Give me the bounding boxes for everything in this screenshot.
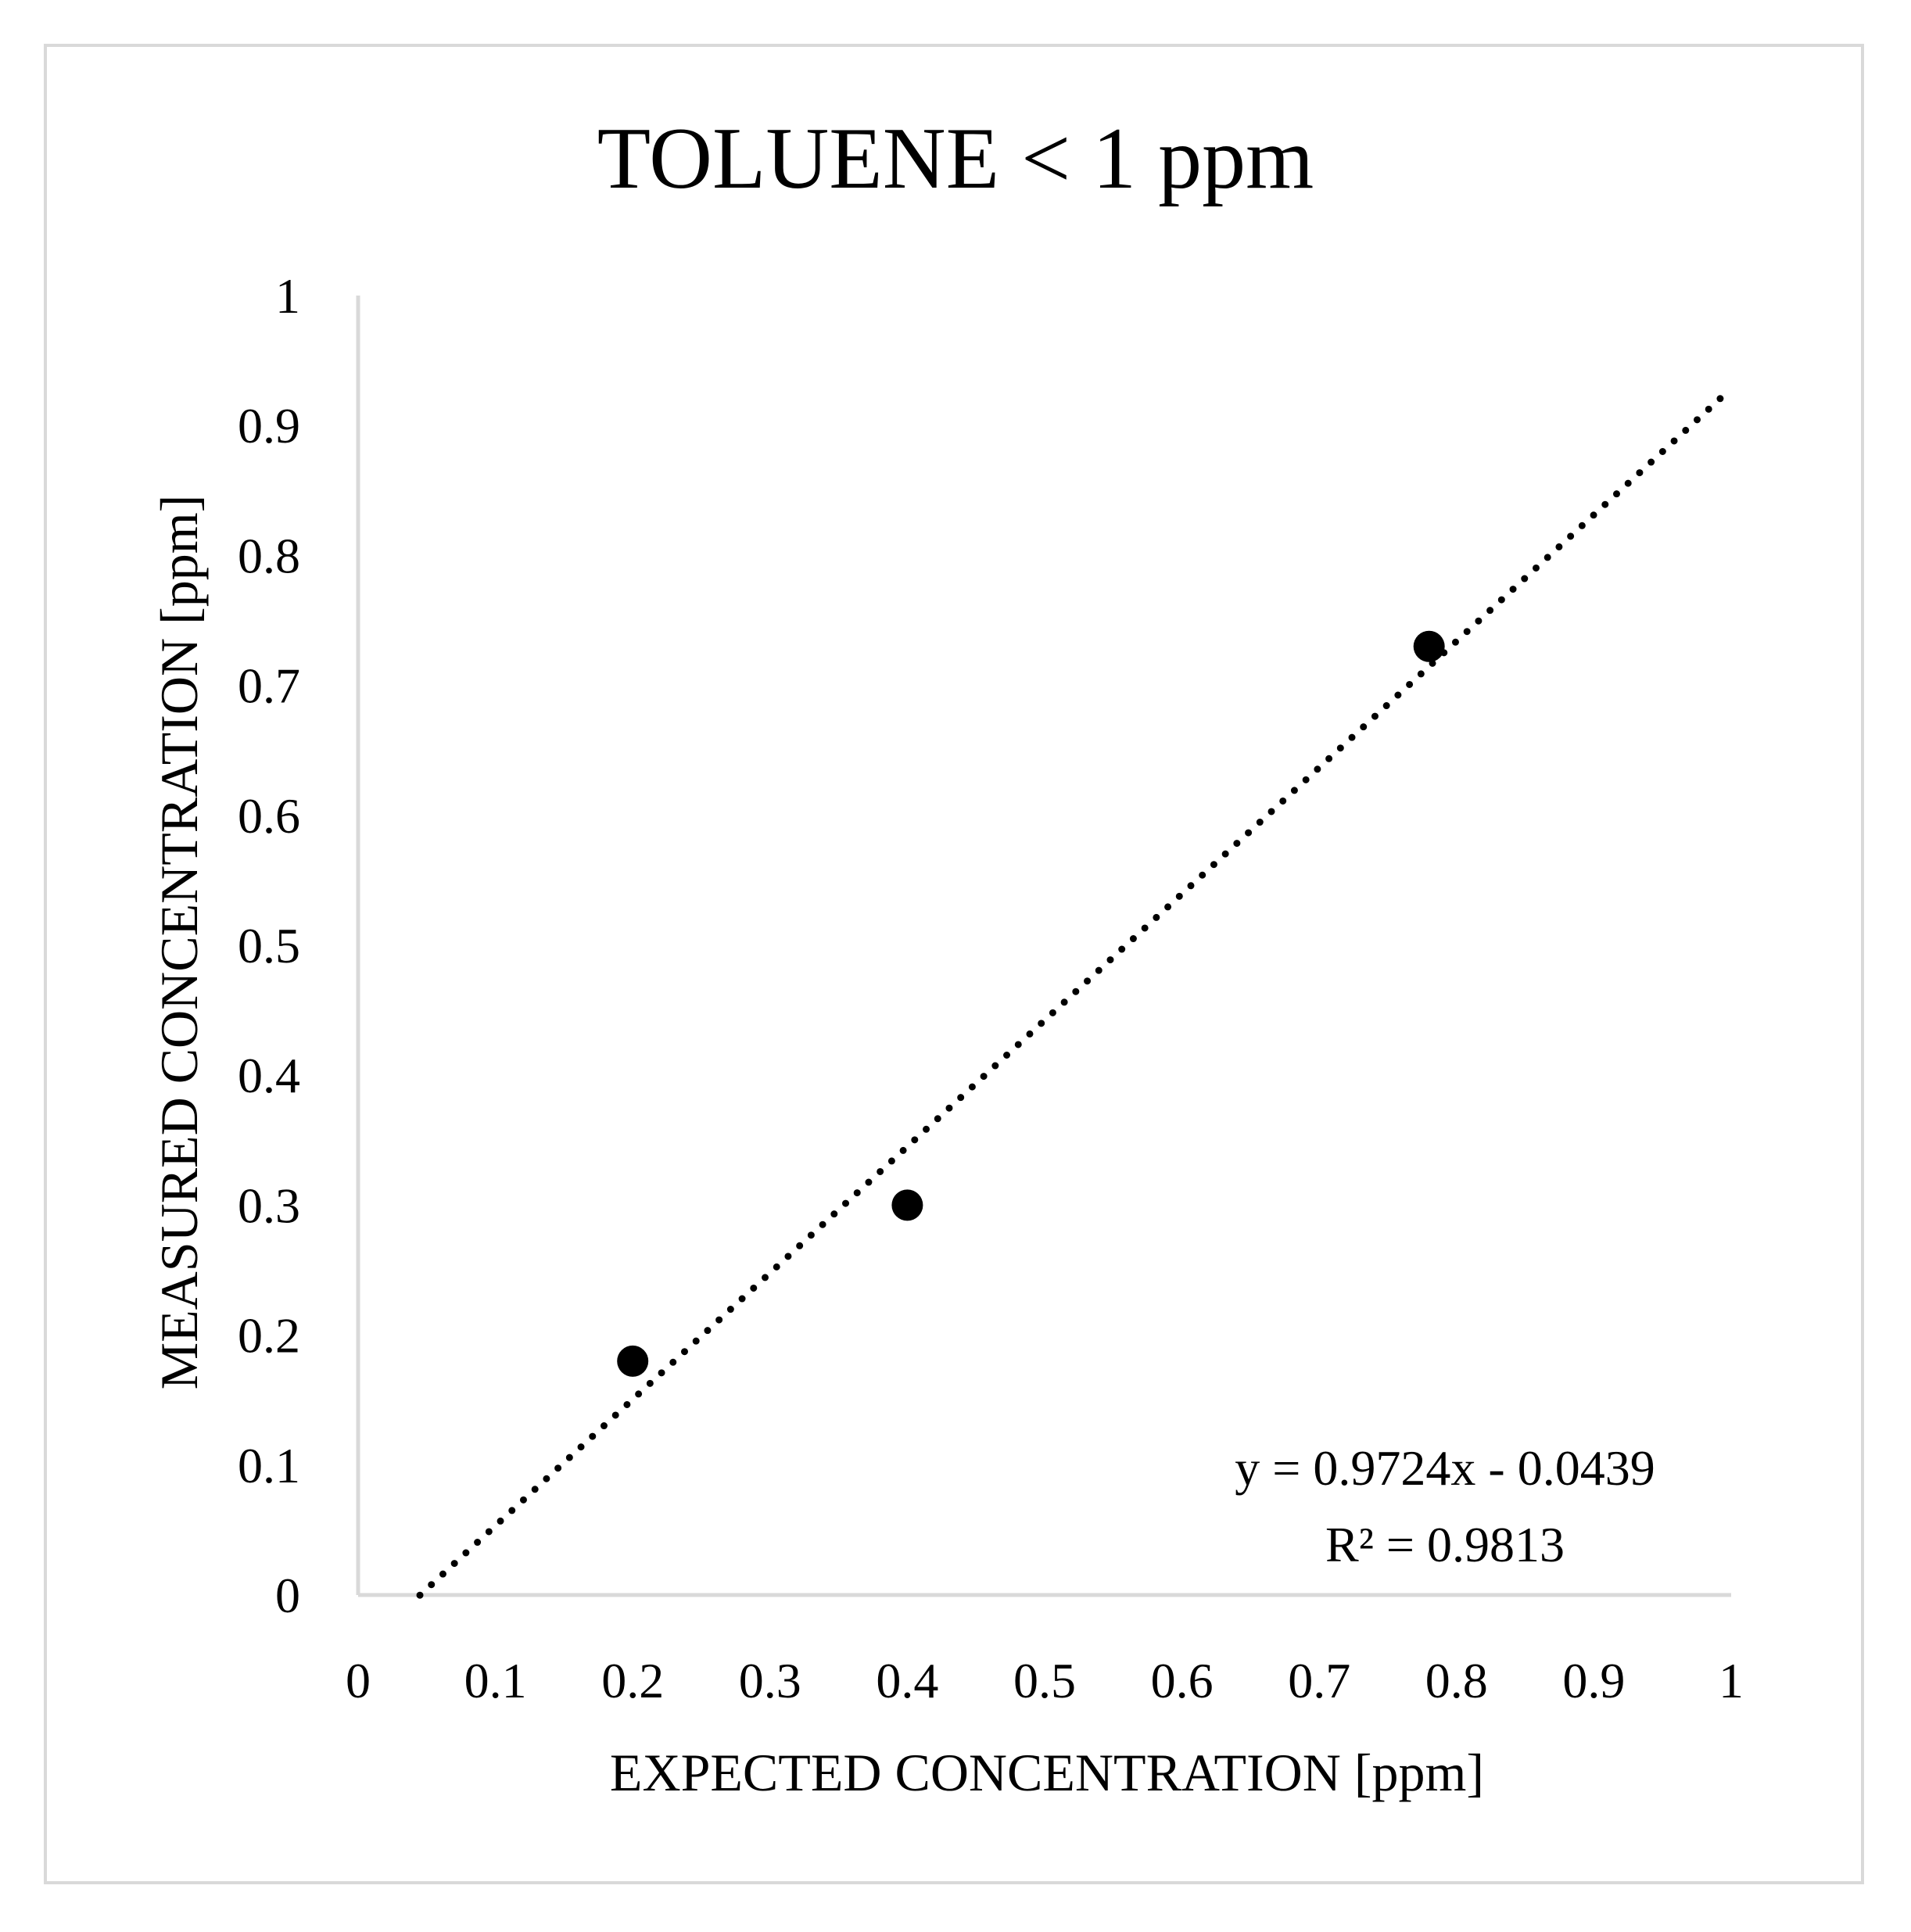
chart-axes: [356, 296, 1731, 1597]
data-point: [891, 1189, 923, 1221]
data-point: [1413, 630, 1445, 662]
y-tick-label: 0.6: [238, 788, 300, 844]
x-tick-label: 0.6: [1151, 1653, 1214, 1708]
x-tick-label: 1: [1719, 1653, 1744, 1708]
y-tick-label: 0.9: [238, 398, 300, 453]
chart-title: TOLUENE < 1 ppm: [597, 110, 1314, 207]
y-tick-label: 0.4: [238, 1048, 300, 1103]
x-tick-label: 0.2: [601, 1653, 664, 1708]
trendline-path: [416, 385, 1735, 1599]
chart-frame: [44, 44, 1864, 1884]
y-tick-label: 0.2: [238, 1308, 300, 1364]
y-tick-label: 0.8: [238, 528, 300, 583]
x-axis-title: EXPECTED CONCENTRATION [ppm]: [610, 1743, 1484, 1802]
y-tick-labels: 0 0.1 0.2 0.3 0.4 0.5 0.6 0.7 0.8 0.9 1: [238, 268, 300, 1623]
trendline: [416, 385, 1735, 1599]
x-tick-label: 0: [346, 1653, 371, 1708]
y-tick-label: 0.1: [238, 1438, 300, 1493]
x-tick-label: 0.4: [876, 1653, 938, 1708]
y-axis-title: MEASURED CONCENTRATION [ppm]: [149, 495, 209, 1390]
x-tick-labels: 0 0.1 0.2 0.3 0.4 0.5 0.6 0.7 0.8 0.9 1: [346, 1653, 1744, 1708]
y-tick-label: 0.5: [238, 918, 300, 973]
x-tick-label: 0.5: [1013, 1653, 1076, 1708]
y-tick-label: 0.3: [238, 1177, 300, 1233]
trendline-r-squared: R² = 0.9813: [1325, 1517, 1565, 1572]
data-point: [617, 1345, 649, 1377]
x-tick-label: 0.3: [739, 1653, 801, 1708]
x-tick-label: 0.1: [464, 1653, 527, 1708]
x-tick-label: 0.8: [1425, 1653, 1488, 1708]
trendline-equation: y = 0.9724x - 0.0439: [1235, 1440, 1655, 1496]
x-tick-label: 0.9: [1562, 1653, 1625, 1708]
y-tick-label: 0.7: [238, 658, 300, 714]
y-tick-label: 0: [275, 1568, 300, 1623]
y-tick-label: 1: [275, 268, 300, 324]
data-points: [617, 630, 1445, 1377]
x-tick-label: 0.7: [1288, 1653, 1350, 1708]
